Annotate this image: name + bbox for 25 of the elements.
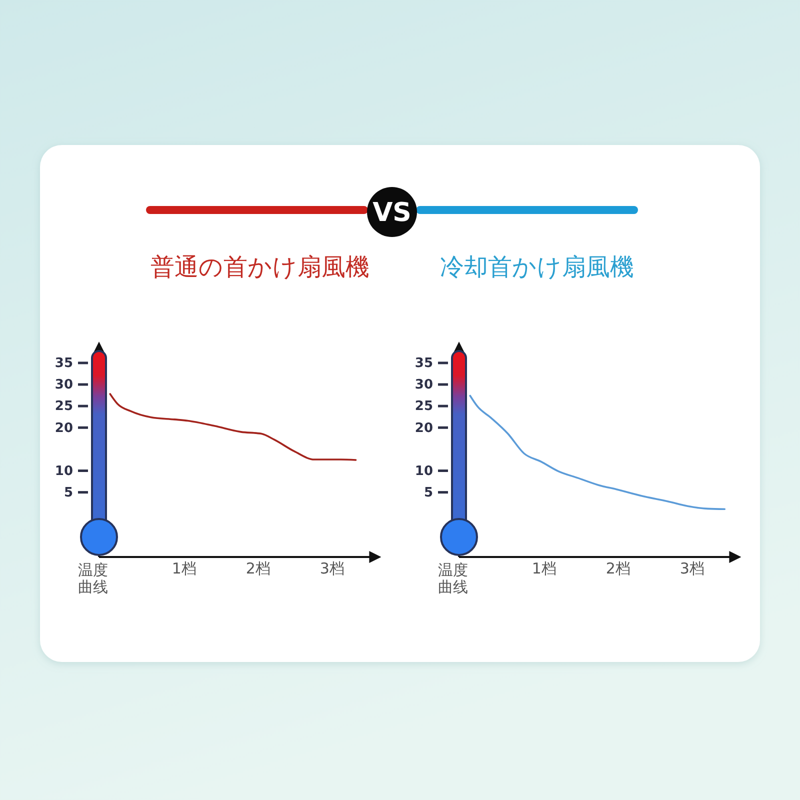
text: VS [372, 198, 412, 228]
y-tick-label: 30 [414, 378, 433, 393]
x-tick-label: 2档 [246, 560, 270, 578]
x-tick-label: 2档 [606, 560, 630, 578]
y-tick-label: 35 [414, 356, 433, 372]
x-tick-label: 1档 [172, 560, 196, 578]
x-tick-label: 3档 [320, 560, 344, 578]
x-tick-label: 3档 [680, 560, 704, 578]
line-series [109, 393, 357, 461]
y-tick-label: 30 [54, 378, 73, 393]
y-tick-label: 25 [54, 399, 73, 414]
y-axis-title: 温度曲线 [78, 561, 108, 596]
y-tick-label: 10 [414, 464, 433, 479]
y-tick-label: 5 [424, 485, 433, 500]
line-series [469, 394, 726, 510]
y-tick-label: 10 [54, 464, 73, 479]
y-axis-title: 温度曲线 [438, 561, 468, 596]
y-tick-label: 20 [414, 420, 433, 436]
y-tick-label: 35 [54, 356, 73, 372]
y-tick-label: 5 [64, 485, 73, 500]
y-tick-label: 25 [414, 399, 433, 414]
chart-title: 冷却首かけ扇風機 [440, 253, 634, 281]
y-tick-label: 20 [54, 420, 73, 436]
chart-title: 普通の首かけ扇風機 [150, 253, 370, 281]
x-tick-label: 1档 [532, 560, 556, 578]
